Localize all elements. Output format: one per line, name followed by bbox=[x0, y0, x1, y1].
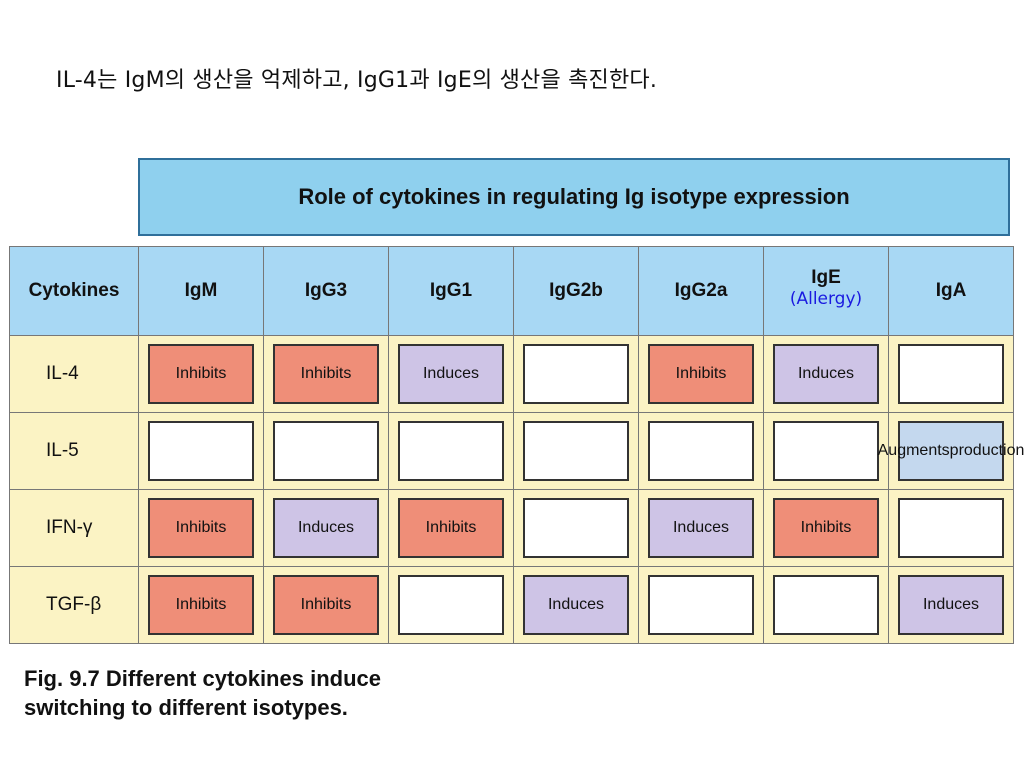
empty-box bbox=[648, 421, 754, 481]
header-label: IgE bbox=[811, 267, 841, 288]
empty-box bbox=[648, 575, 754, 635]
inhibits-box: Inhibits bbox=[273, 344, 379, 404]
empty-box bbox=[898, 498, 1004, 558]
induces-box: Induces bbox=[773, 344, 879, 404]
table-cell bbox=[388, 566, 514, 644]
inhibits-box: Inhibits bbox=[773, 498, 879, 558]
induces-box: Induces bbox=[898, 575, 1004, 635]
empty-box bbox=[523, 344, 629, 404]
table-cell: Inhibits bbox=[138, 335, 264, 413]
header-label: IgG3 bbox=[304, 280, 348, 301]
table-row: IL-4 Inhibits Inhibits Induces Inhibits Induc… bbox=[9, 335, 1014, 413]
table-cell bbox=[763, 412, 889, 490]
table-cell bbox=[263, 412, 389, 490]
header-label: IgA bbox=[935, 280, 967, 301]
row-label: IL-5 bbox=[9, 412, 139, 490]
row-label: IFN-γ bbox=[9, 489, 139, 567]
table-row: TGF-β Inhibits Inhibits Induces Induces bbox=[9, 566, 1014, 644]
table-cell: Augments production bbox=[878, 412, 1024, 490]
empty-box bbox=[898, 344, 1004, 404]
figure-caption: Fig. 9.7 Different cytokines induce swit… bbox=[24, 664, 381, 722]
table-row: IFN-γ Inhibits Induces Inhibits Induces Inhib… bbox=[9, 489, 1014, 567]
caption-line-1: Fig. 9.7 Different cytokines induce bbox=[24, 666, 381, 691]
table-cell: Inhibits bbox=[263, 566, 389, 644]
table-cell bbox=[763, 566, 889, 644]
empty-box bbox=[773, 575, 879, 635]
table-cell: Inhibits bbox=[638, 335, 764, 413]
cytokine-isotype-table: Cytokines IgM IgG3 IgG1 IgG2b IgG2a IgE … bbox=[9, 246, 1024, 644]
header-label: IgG2a bbox=[674, 280, 728, 301]
allergy-annotation: (Allergy) bbox=[789, 289, 863, 309]
induces-box: Induces bbox=[523, 575, 629, 635]
induces-box: Induces bbox=[273, 498, 379, 558]
table-cell bbox=[638, 412, 764, 490]
row-label: IL-4 bbox=[9, 335, 139, 413]
inhibits-box: Inhibits bbox=[648, 344, 754, 404]
table-title: Role of cytokines in regulating Ig isoty… bbox=[138, 158, 1010, 236]
table-row: IL-5 Augments production bbox=[9, 412, 1024, 490]
inhibits-box: Inhibits bbox=[148, 575, 254, 635]
table-cell: Induces bbox=[638, 489, 764, 567]
caption-line-2: switching to different isotypes. bbox=[24, 695, 348, 720]
table-cell bbox=[138, 412, 264, 490]
table-cell bbox=[513, 489, 639, 567]
row-label: TGF-β bbox=[9, 566, 139, 644]
table-cell: Inhibits bbox=[263, 335, 389, 413]
header-label: IgM bbox=[184, 280, 218, 301]
header-igg2a: IgG2a bbox=[638, 246, 764, 336]
empty-box bbox=[523, 498, 629, 558]
header-igm: IgM bbox=[138, 246, 264, 336]
induces-box: Induces bbox=[398, 344, 504, 404]
table-cell bbox=[388, 412, 514, 490]
empty-box bbox=[273, 421, 379, 481]
empty-box bbox=[523, 421, 629, 481]
empty-box bbox=[398, 421, 504, 481]
table-cell: Inhibits bbox=[763, 489, 889, 567]
header-cytokines: Cytokines bbox=[9, 246, 139, 336]
table-cell: Induces bbox=[888, 566, 1014, 644]
table-cell: Induces bbox=[763, 335, 889, 413]
slide-heading: IL-4는 IgM의 생산을 억제하고, IgG1과 IgE의 생산을 촉진한다… bbox=[56, 68, 658, 93]
table-cell bbox=[888, 489, 1014, 567]
header-ige: IgE (Allergy) bbox=[763, 246, 889, 336]
table-cell: Inhibits bbox=[388, 489, 514, 567]
inhibits-box: Inhibits bbox=[398, 498, 504, 558]
table-cell: Inhibits bbox=[138, 489, 264, 567]
inhibits-box: Inhibits bbox=[148, 344, 254, 404]
header-label: IgG2b bbox=[549, 280, 603, 301]
header-iga: IgA bbox=[888, 246, 1014, 336]
empty-box bbox=[773, 421, 879, 481]
header-label: IgG1 bbox=[429, 280, 473, 301]
header-igg1: IgG1 bbox=[388, 246, 514, 336]
table-cell bbox=[888, 335, 1014, 413]
induces-box: Induces bbox=[648, 498, 754, 558]
augments-box: Augments production bbox=[878, 421, 1024, 481]
empty-box bbox=[148, 421, 254, 481]
header-igg3: IgG3 bbox=[263, 246, 389, 336]
table-cell: Inhibits bbox=[138, 566, 264, 644]
table-cell bbox=[638, 566, 764, 644]
table-cell: Induces bbox=[513, 566, 639, 644]
inhibits-box: Inhibits bbox=[148, 498, 254, 558]
inhibits-box: Inhibits bbox=[273, 575, 379, 635]
table-cell: Induces bbox=[263, 489, 389, 567]
header-row: Cytokines IgM IgG3 IgG1 IgG2b IgG2a IgE … bbox=[9, 246, 1014, 336]
empty-box bbox=[398, 575, 504, 635]
table-cell: Induces bbox=[388, 335, 514, 413]
table-cell bbox=[513, 335, 639, 413]
header-igg2b: IgG2b bbox=[513, 246, 639, 336]
table-cell bbox=[513, 412, 639, 490]
